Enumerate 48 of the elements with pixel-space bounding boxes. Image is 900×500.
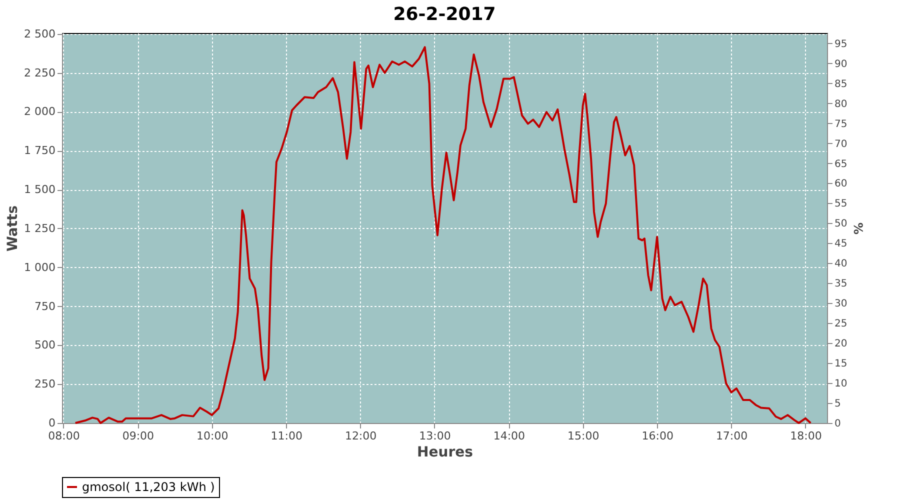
y2-tick-label: 0 (834, 418, 841, 430)
y2-tick-label: 35 (834, 278, 848, 290)
y2-tick-label: 25 (834, 318, 848, 330)
x-tick-label: 17:00 (716, 430, 748, 442)
x-tick-label: 16:00 (642, 430, 674, 442)
y2-tick-label: 30 (834, 298, 848, 310)
x-tick-label: 15:00 (568, 430, 600, 442)
x-tick-label: 09:00 (122, 430, 154, 442)
y2-tick-label: 60 (834, 178, 848, 190)
y-tick-label: 1 250 (24, 222, 56, 235)
x-tick-label: 13:00 (419, 430, 451, 442)
y2-tick-label: 45 (834, 238, 848, 250)
y2-tick-label: 85 (834, 78, 848, 90)
y-tick-label: 2 250 (24, 66, 56, 80)
y2-tick-label: 10 (834, 378, 848, 390)
x-tick-label: 11:00 (270, 430, 302, 442)
chart-title: 26-2-2017 (393, 4, 496, 25)
y-tick-label: 250 (34, 378, 56, 391)
y2-tick-label: 15 (834, 358, 848, 370)
y2-tick-label: 70 (834, 138, 848, 150)
y2-tick-label: 95 (834, 38, 848, 50)
y-axis-title: Watts (5, 205, 22, 252)
y2-tick-label: 55 (834, 198, 848, 210)
y-tick-label: 2 000 (24, 105, 56, 118)
line-series (74, 46, 812, 424)
x-tick-label: 14:00 (493, 430, 526, 442)
y-tick-label: 750 (34, 300, 56, 313)
y-tick-label: 500 (34, 338, 56, 352)
y2-tick-label: 40 (834, 258, 848, 270)
y2-tick-label: 20 (834, 338, 848, 350)
y-tick-label: 1 500 (24, 183, 56, 196)
x-tick-label: 08:00 (48, 430, 80, 442)
y2-tick-label: 90 (834, 58, 848, 70)
y-tick-label: 0 (48, 416, 56, 430)
y2-tick-label: 80 (834, 98, 848, 110)
y-tick-label: 2 500 (24, 27, 56, 40)
x-tick-label: 18:00 (790, 430, 822, 442)
y2-axis-title: % (851, 222, 866, 235)
y2-tick-label: 5 (834, 398, 841, 410)
x-axis-title: Heures (417, 444, 473, 460)
y2-tick-label: 65 (834, 158, 848, 170)
x-tick-label: 10:00 (196, 430, 228, 442)
x-tick-label: 12:00 (344, 430, 377, 442)
y-tick-label: 1 000 (24, 260, 56, 274)
y2-tick-label: 50 (834, 218, 848, 230)
legend-label: gmosol( 11,203 kWh ) (82, 480, 215, 494)
y2-tick-label: 75 (834, 118, 848, 130)
y-tick-label: 1 750 (24, 144, 56, 158)
